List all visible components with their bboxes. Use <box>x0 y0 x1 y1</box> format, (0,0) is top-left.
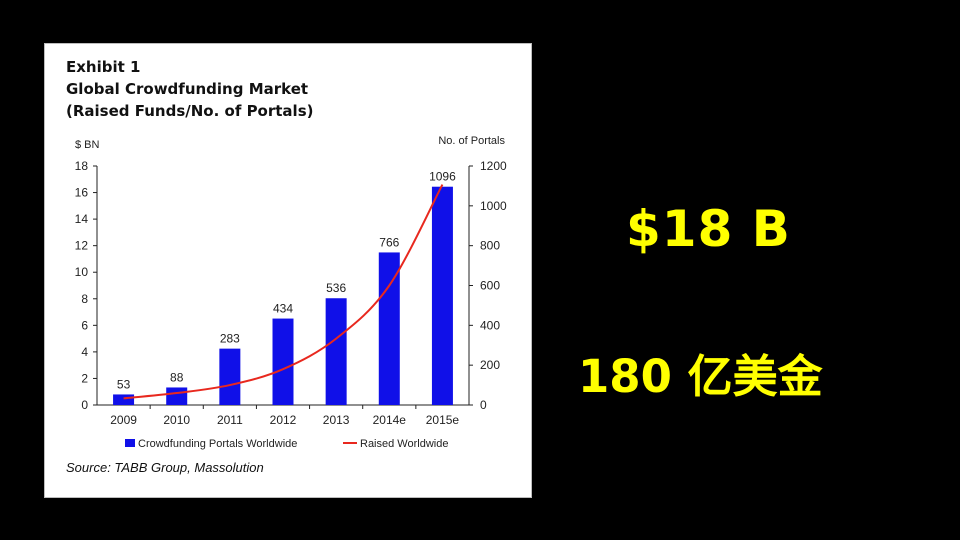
x-tick-label: 2014e <box>373 413 407 427</box>
headline-cny: 180 亿美金 <box>578 350 823 403</box>
left-tick-label: 12 <box>75 239 89 253</box>
right-tick-label: 400 <box>480 318 500 332</box>
right-tick-label: 800 <box>480 239 500 253</box>
raised-worldwide-line <box>123 184 444 400</box>
bar <box>378 252 400 405</box>
x-tick-label: 2013 <box>323 413 350 427</box>
bar <box>219 348 241 405</box>
x-tick-label: 2009 <box>110 413 137 427</box>
left-tick-label: 4 <box>81 345 88 359</box>
x-tick-label: 2011 <box>217 413 243 427</box>
source-note: Source: TABB Group, Massolution <box>66 460 264 475</box>
right-tick-label: 600 <box>480 279 500 293</box>
chart-subtitle: (Raised Funds/No. of Portals) <box>66 102 314 120</box>
right-axis-title: No. of Portals <box>438 135 505 147</box>
legend-label-portals: Crowdfunding Portals Worldwide <box>138 438 297 450</box>
right-tick-label: 0 <box>480 398 487 412</box>
bar-value-label: 88 <box>170 370 184 384</box>
left-tick-label: 6 <box>81 318 88 332</box>
x-tick-label: 2015e <box>426 413 460 427</box>
exhibit-label: Exhibit 1 <box>66 58 141 76</box>
legend-swatch-portals <box>125 439 135 447</box>
bar <box>272 318 294 405</box>
left-tick-label: 10 <box>75 265 89 279</box>
bar-value-label: 1096 <box>429 170 456 184</box>
x-tick-label: 2012 <box>270 413 297 427</box>
x-tick-label: 2010 <box>163 413 190 427</box>
chart-panel: Exhibit 1 Global Crowdfunding Market (Ra… <box>44 43 532 498</box>
left-axis-title: $ BN <box>75 139 100 151</box>
left-tick-label: 8 <box>81 292 88 306</box>
right-tick-label: 200 <box>480 358 500 372</box>
bar-value-label: 766 <box>379 235 399 249</box>
left-tick-label: 16 <box>75 186 89 200</box>
right-tick-label: 1200 <box>480 159 507 173</box>
bar <box>431 186 453 405</box>
left-tick-label: 14 <box>75 212 89 226</box>
bar <box>325 298 347 405</box>
bar-value-label: 283 <box>220 332 240 346</box>
headline-usd: $18 B <box>626 200 791 258</box>
bar-value-label: 53 <box>117 377 131 391</box>
left-tick-label: 18 <box>75 159 89 173</box>
bar-value-label: 434 <box>273 302 293 316</box>
chart-title: Global Crowdfunding Market <box>66 80 309 98</box>
chart: $ BN No. of Portals 0 2 4 6 8 10 12 14 16 18 0 200 400… <box>75 135 507 450</box>
left-tick-label: 2 <box>81 371 88 385</box>
legend-label-raised: Raised Worldwide <box>360 438 448 450</box>
right-tick-label: 1000 <box>480 199 507 213</box>
bar <box>113 394 135 405</box>
left-tick-label: 0 <box>81 398 88 412</box>
bar-value-label: 536 <box>326 281 346 295</box>
bar <box>166 387 188 405</box>
